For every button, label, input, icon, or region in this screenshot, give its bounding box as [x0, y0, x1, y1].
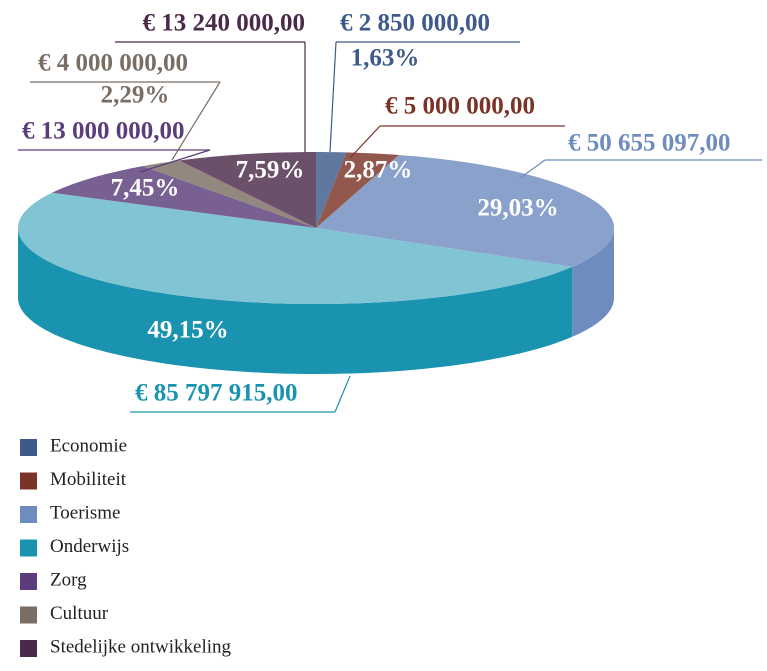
legend-swatch [20, 472, 37, 490]
amount-label: € 13 240 000,00 [143, 10, 306, 37]
legend-swatch [20, 606, 37, 624]
percent-label: 1,63% [351, 45, 420, 72]
percent-label: 7,45% [111, 175, 180, 202]
percent-label: 2,29% [101, 82, 170, 109]
legend-label: Cultuur [50, 603, 109, 624]
legend-swatch [20, 506, 37, 523]
legend-label: Onderwijs [50, 536, 129, 557]
legend-label: Mobiliteit [50, 469, 127, 490]
amount-label: € 50 655 097,00 [568, 130, 731, 157]
legend-label: Economie [50, 435, 127, 456]
leader-line [519, 159, 546, 179]
legend-swatch [20, 439, 37, 456]
pie-slice [51, 166, 317, 228]
pie-slice [316, 152, 347, 228]
amount-label: € 13 000 000,00 [22, 118, 185, 145]
legend-label: Zorg [50, 569, 87, 590]
percent-label: 29,03% [477, 195, 558, 222]
pie-slice-side [572, 228, 614, 337]
pie-slice [316, 152, 400, 228]
percent-label: 49,15% [147, 317, 228, 344]
percent-label: 7,59% [236, 157, 305, 184]
leader-line [349, 125, 381, 159]
pie-slice [316, 155, 614, 267]
leader-line [139, 149, 211, 173]
legend-swatch [20, 640, 37, 657]
legend-swatch [20, 539, 37, 557]
legend-swatch [20, 573, 37, 590]
legend-label: Toerisme [50, 502, 120, 523]
amount-label: € 5 000 000,00 [385, 93, 535, 120]
pie-slice-side [18, 228, 573, 374]
pie-slice [142, 160, 316, 228]
amount-label: € 85 797 915,00 [135, 380, 298, 407]
leader-line [334, 375, 351, 413]
amount-label: € 2 850 000,00 [340, 10, 490, 37]
pie-slice [179, 152, 316, 228]
legend-label: Stedelijke ontwikkeling [50, 636, 232, 657]
percent-label: 2,87% [344, 157, 413, 184]
pie-slice [18, 192, 573, 304]
leader-line [329, 41, 337, 153]
leader-line [171, 81, 221, 161]
amount-label: € 4 000 000,00 [38, 50, 188, 77]
